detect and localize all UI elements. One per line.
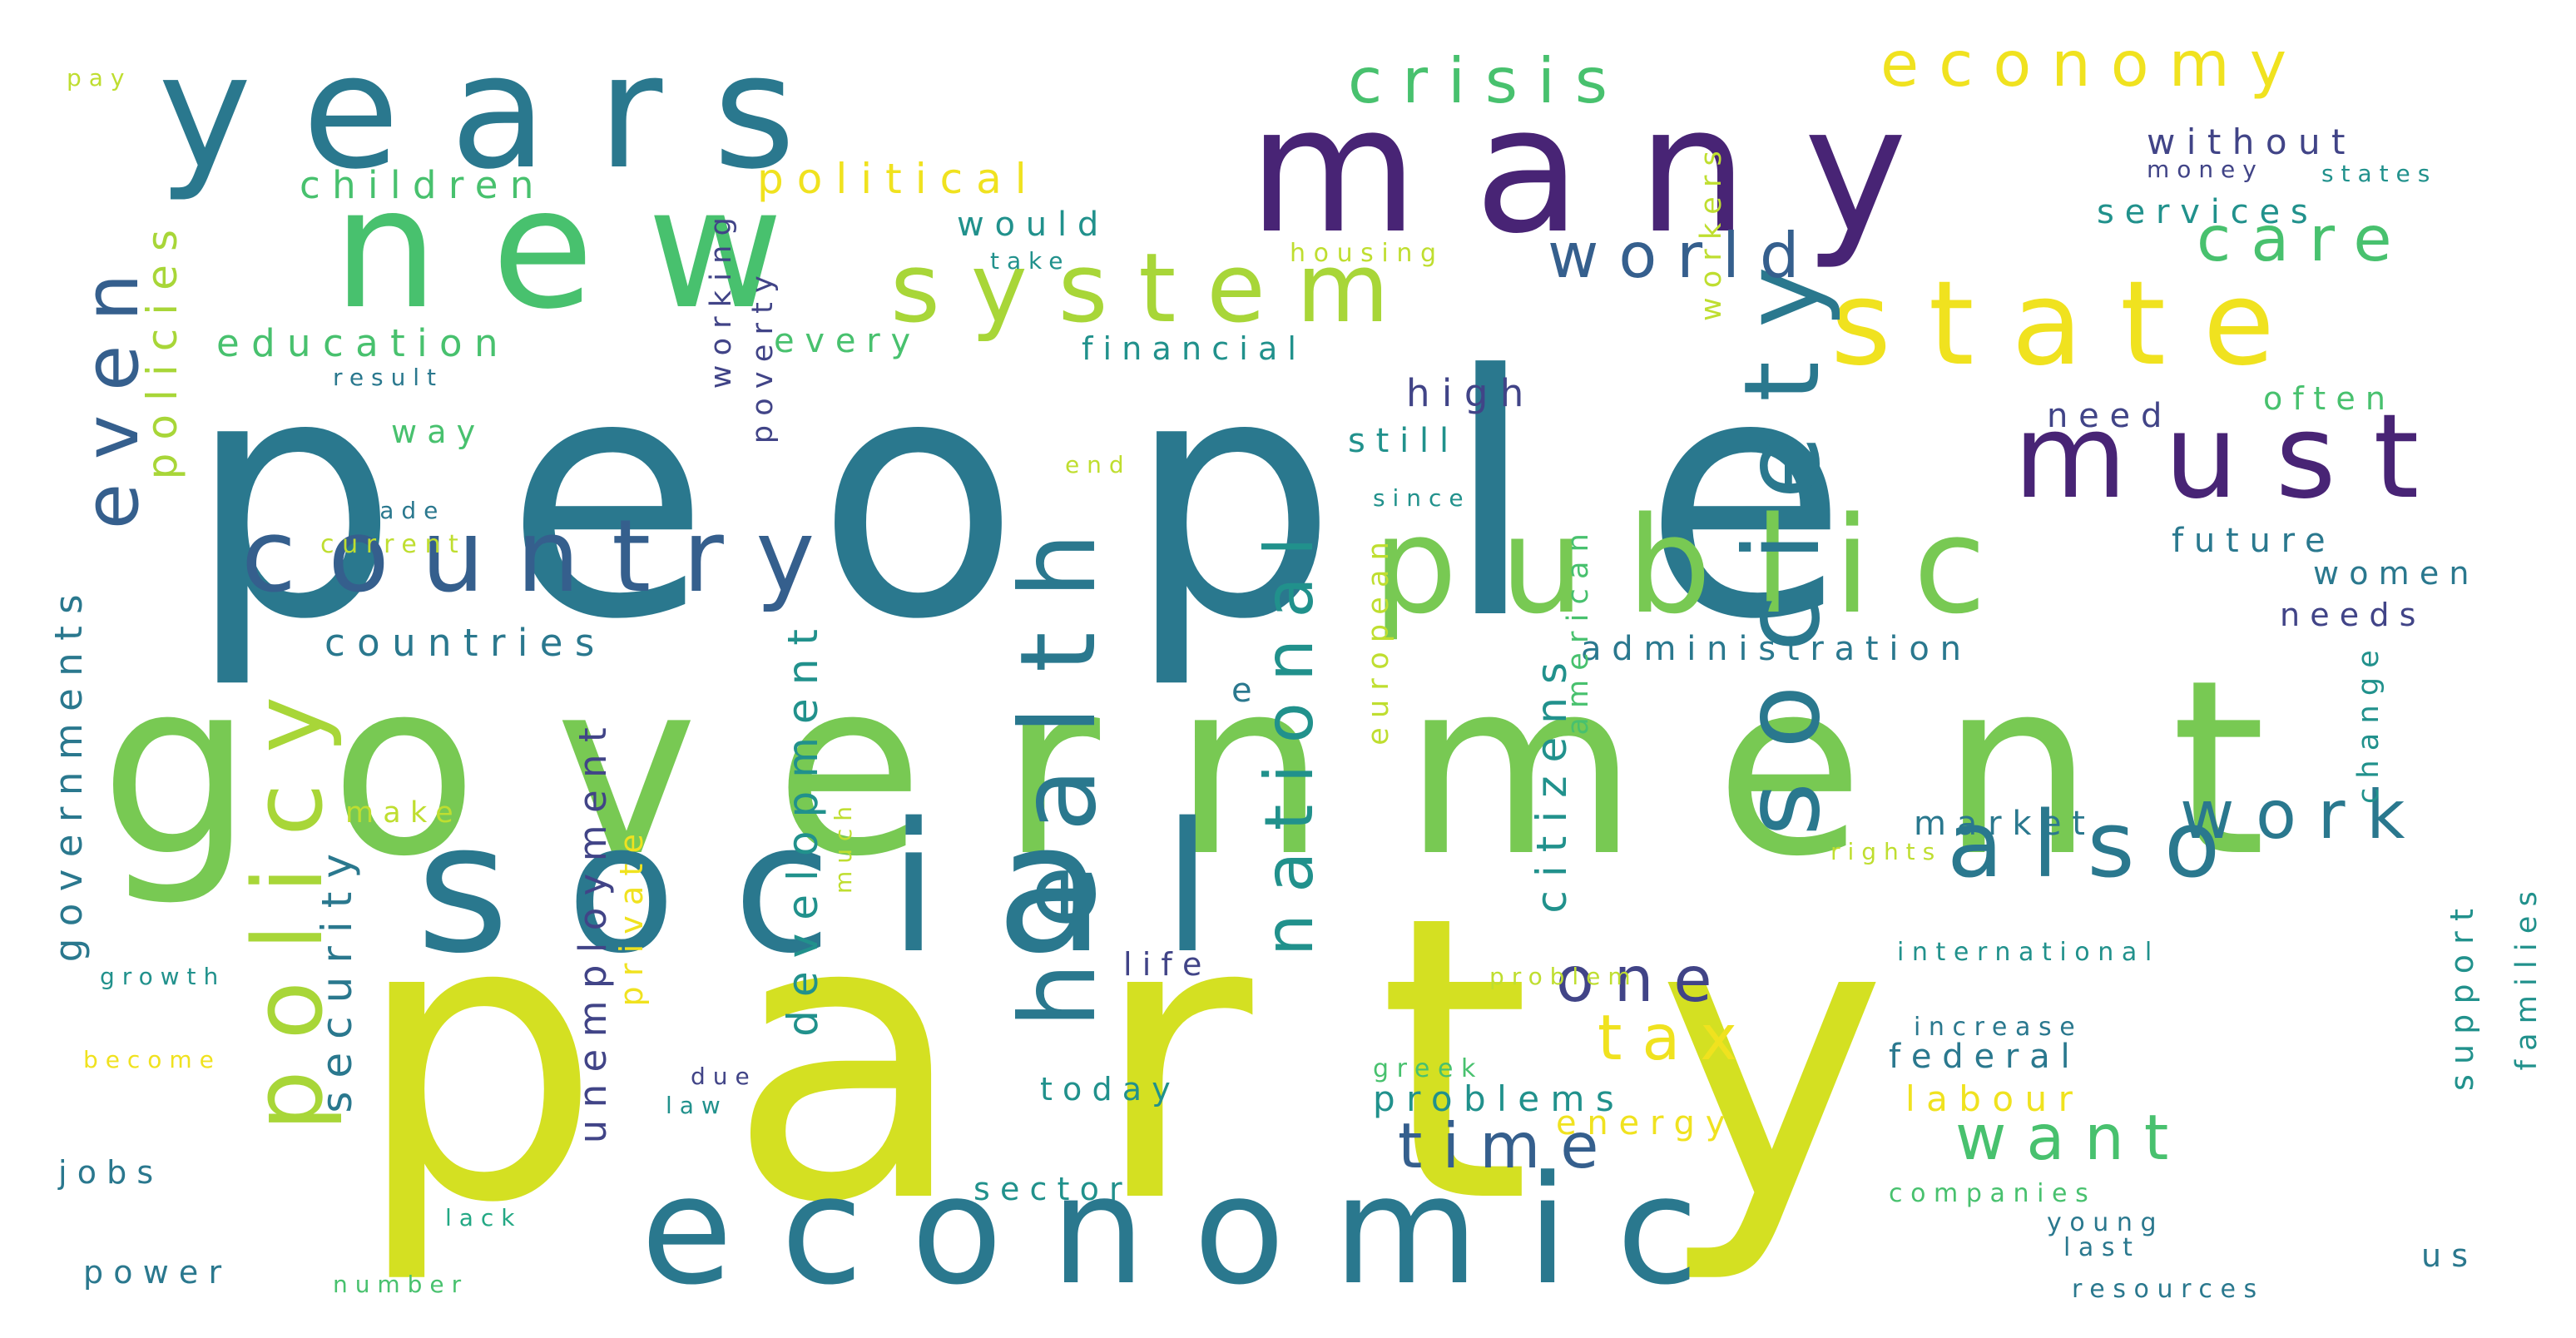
word-way: way	[391, 414, 486, 450]
word-companies: companies	[1889, 1179, 2097, 1208]
word-today: today	[1040, 1071, 1181, 1108]
word-housing: housing	[1290, 239, 1444, 268]
word-every: every	[774, 322, 922, 360]
word-change: change	[2352, 641, 2385, 805]
word-growth: growth	[100, 963, 226, 990]
word-end: end	[1065, 451, 1132, 478]
word-health: health	[998, 499, 1119, 1028]
word-european: european	[1362, 533, 1395, 746]
word-party: party	[354, 833, 2014, 1288]
word-life: life	[1123, 946, 1212, 983]
word-people: people	[187, 305, 1954, 692]
word-become: become	[83, 1046, 221, 1073]
word-needs: needs	[2280, 597, 2426, 633]
word-young: young	[2047, 1208, 2165, 1237]
word-labour: labour	[1905, 1078, 2084, 1119]
word-need: need	[2047, 397, 2173, 435]
word-international: international	[1897, 938, 2160, 967]
word-want: want	[1955, 1101, 2189, 1174]
word-years: years	[158, 20, 846, 204]
word-support: support	[2444, 899, 2480, 1092]
word-current: current	[320, 530, 467, 559]
word-federal: federal	[1889, 1038, 2081, 1076]
word-without: without	[2147, 121, 2356, 162]
word-market: market	[1914, 805, 2096, 843]
word-children: children	[300, 163, 546, 207]
word-jobs: jobs	[58, 1154, 164, 1191]
word-since: since	[1373, 484, 1471, 512]
word-work: work	[2180, 776, 2426, 854]
word-one: one	[1556, 943, 1732, 1016]
word-administration: administration	[1581, 630, 1972, 668]
word-last: last	[2063, 1233, 2141, 1262]
word-still: still	[1348, 422, 1459, 460]
word-families: families	[2510, 882, 2544, 1071]
word-social: social	[416, 784, 1270, 993]
word-number: number	[333, 1271, 469, 1298]
word-economic: economic	[641, 1144, 1747, 1318]
word-rights: rights	[1830, 838, 1943, 865]
word-also: also	[1947, 791, 2250, 898]
word-future: future	[2172, 522, 2336, 560]
word-greek: greek	[1373, 1054, 1484, 1083]
word-time: time	[1398, 1109, 1619, 1182]
word-energy: energy	[1556, 1104, 1736, 1142]
word-tax: tax	[1598, 1001, 1757, 1074]
word-working: working	[705, 208, 738, 389]
word-security: security	[313, 840, 361, 1113]
word-public: public	[1373, 488, 2029, 643]
word-financial: financial	[1082, 330, 1307, 367]
word-high: high	[1406, 371, 1536, 415]
word-political: political	[757, 155, 1040, 203]
word-national: national	[1251, 516, 1328, 957]
word-increase: increase	[1914, 1013, 2083, 1042]
word-countries: countries	[324, 621, 607, 665]
word-world: world	[1548, 219, 1820, 292]
word-us: us	[2421, 1237, 2479, 1274]
word-care: care	[2197, 202, 2412, 275]
word-made: made	[349, 497, 446, 524]
word-poverty: poverty	[746, 266, 780, 444]
word-system: system	[890, 233, 1420, 344]
word-new: new	[333, 152, 837, 346]
word-state: state	[1830, 256, 2312, 392]
word-sector: sector	[973, 1171, 1132, 1207]
word-workers: workers	[1695, 141, 1728, 322]
word-crisis: crisis	[1348, 44, 1627, 117]
word-power: power	[83, 1254, 232, 1291]
word-much: much	[830, 799, 857, 894]
word-due: due	[691, 1063, 757, 1090]
word-women: women	[2313, 555, 2479, 592]
word-must: must	[2014, 389, 2457, 525]
word-e: e	[1231, 671, 1263, 710]
word-development: development	[779, 616, 827, 1037]
word-private: private	[613, 824, 650, 1007]
word-problems: problems	[1373, 1078, 1626, 1119]
word-often: often	[2263, 380, 2396, 417]
word-american: american	[1562, 524, 1595, 736]
word-governments: governments	[47, 582, 91, 963]
word-lack: lack	[445, 1204, 523, 1231]
word-make: make	[345, 796, 463, 830]
word-government: government	[100, 629, 2343, 909]
word-take: take	[990, 247, 1071, 275]
word-pay: pay	[67, 64, 132, 92]
word-result: result	[333, 364, 443, 391]
word-country: country	[241, 499, 847, 615]
word-states: states	[2321, 160, 2438, 187]
word-services: services	[2097, 193, 2319, 231]
word-society: society	[1722, 233, 1843, 836]
word-money: money	[2147, 156, 2264, 183]
word-problem: problem	[1489, 963, 1638, 990]
word-many: many	[1248, 68, 1964, 272]
word-economy: economy	[1880, 27, 2307, 101]
word-would: would	[957, 206, 1110, 244]
word-resources: resources	[2072, 1275, 2265, 1304]
word-policies: policies	[138, 216, 186, 480]
word-unemployment: unemployment	[571, 716, 615, 1144]
word-education: education	[216, 321, 510, 365]
word-law: law	[666, 1092, 728, 1119]
